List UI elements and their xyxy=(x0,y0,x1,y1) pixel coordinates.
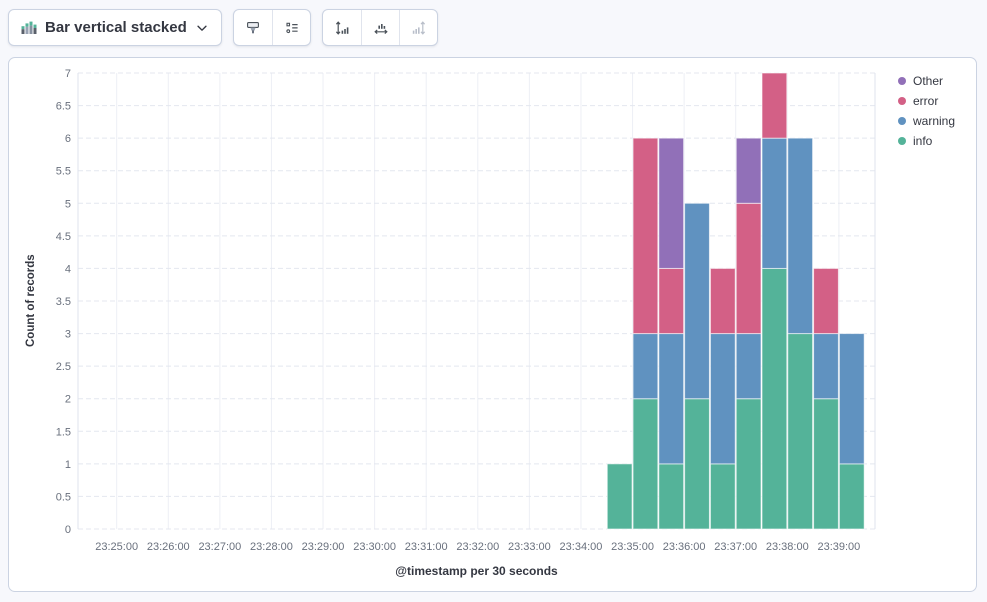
x-tick-label: 23:29:00 xyxy=(302,541,345,553)
y-tick-label: 4.5 xyxy=(56,231,71,243)
chart-panel: 23:25:00 23:26:00 23:27:00 23:28:00 23:29:00… xyxy=(8,57,977,592)
bar-segment-warning[interactable] xyxy=(838,333,865,465)
y-axis-title: Count of records xyxy=(25,254,37,348)
bar-segment-warning[interactable] xyxy=(787,137,814,335)
x-tick-label: 23:31:00 xyxy=(405,541,448,553)
y-tick-label: 5.5 xyxy=(56,166,71,178)
x-tick-label: 23:39:00 xyxy=(817,541,860,553)
bar-segment-warning[interactable] xyxy=(709,333,736,465)
y-tick-label: 0 xyxy=(65,524,71,536)
visual-options-button[interactable] xyxy=(234,10,272,45)
bar-segment-info[interactable] xyxy=(838,463,865,530)
x-tick-label: 23:36:00 xyxy=(663,541,706,553)
y-tick-label: 7 xyxy=(65,68,71,80)
axis-button-group xyxy=(322,9,438,46)
bar-segment-error[interactable] xyxy=(761,72,788,139)
legend-item-info[interactable]: info xyxy=(898,134,955,148)
left-axis-icon xyxy=(335,20,349,35)
legend-list-icon xyxy=(285,22,298,33)
legend-dot xyxy=(898,117,906,125)
legend-label: info xyxy=(913,134,933,148)
x-tick-label: 23:33:00 xyxy=(508,541,551,553)
right-axis-button[interactable] xyxy=(399,10,437,45)
chart-toolbar: Bar vertical stacked xyxy=(8,9,438,46)
chevron-down-icon xyxy=(197,25,207,31)
legend: Other error warning info xyxy=(898,74,955,148)
x-tick-label: 23:28:00 xyxy=(250,541,293,553)
x-tick-label: 23:25:00 xyxy=(95,541,138,553)
bar-vertical-stacked-icon xyxy=(21,21,37,34)
x-tick-label: 23:34:00 xyxy=(560,541,603,553)
bar-segment-info[interactable] xyxy=(709,463,736,530)
bottom-axis-button[interactable] xyxy=(361,10,399,45)
y-tick-label: 2 xyxy=(65,394,71,406)
bar-segment-error[interactable] xyxy=(735,202,762,335)
x-tick-label: 23:37:00 xyxy=(714,541,757,553)
bar-segment-Other[interactable] xyxy=(658,137,685,269)
right-axis-icon xyxy=(412,20,425,35)
legend-dot xyxy=(898,137,906,145)
y-tick-label: 3.5 xyxy=(56,296,71,308)
bar-segment-info[interactable] xyxy=(813,398,839,530)
y-tick-label: 6 xyxy=(65,133,71,145)
chart-type-dropdown[interactable]: Bar vertical stacked xyxy=(8,9,222,46)
bar-segment-warning[interactable] xyxy=(735,333,762,400)
left-axis-button[interactable] xyxy=(323,10,361,45)
style-button-group xyxy=(233,9,311,46)
x-axis-title: @timestamp per 30 seconds xyxy=(395,564,558,578)
bar-segment-info[interactable] xyxy=(632,398,659,530)
bar-segment-error[interactable] xyxy=(813,267,839,335)
x-tick-label: 23:35:00 xyxy=(611,541,654,553)
bar-segment-error[interactable] xyxy=(632,137,659,335)
y-tick-label: 1.5 xyxy=(56,426,71,438)
paint-roller-icon xyxy=(247,21,259,33)
bar-segment-error[interactable] xyxy=(658,267,685,335)
x-tick-label: 23:30:00 xyxy=(353,541,396,553)
bar-segment-warning[interactable] xyxy=(684,202,710,400)
legend-label: Other xyxy=(913,74,944,88)
bar-segment-error[interactable] xyxy=(709,267,736,335)
legend-item-error[interactable]: error xyxy=(898,94,955,108)
y-tick-label: 6.5 xyxy=(56,101,71,113)
bar-segment-info[interactable] xyxy=(606,463,633,530)
legend-dot xyxy=(898,77,906,85)
legend-item-warning[interactable]: warning xyxy=(898,114,955,128)
legend-label: warning xyxy=(913,114,956,128)
legend-dot xyxy=(898,97,906,105)
bar-segment-info[interactable] xyxy=(684,398,710,530)
legend-item-Other[interactable]: Other xyxy=(898,74,955,88)
x-tick-label: 23:26:00 xyxy=(147,541,190,553)
x-tick-label: 23:32:00 xyxy=(456,541,499,553)
bar-segment-info[interactable] xyxy=(787,333,814,530)
bar-segment-warning[interactable] xyxy=(813,333,839,400)
y-tick-label: 1 xyxy=(65,459,71,471)
bar-segment-info[interactable] xyxy=(658,463,685,530)
y-tick-label: 5 xyxy=(65,198,71,210)
bar-segment-warning[interactable] xyxy=(658,333,685,465)
bar-segment-Other[interactable] xyxy=(735,137,762,204)
x-tick-label: 23:38:00 xyxy=(766,541,809,553)
legend-label: error xyxy=(913,94,939,108)
bar-segment-info[interactable] xyxy=(735,398,762,530)
legend-settings-button[interactable] xyxy=(272,10,310,45)
x-tick-label: 23:27:00 xyxy=(198,541,241,553)
y-tick-label: 0.5 xyxy=(56,491,71,503)
bar-segment-warning[interactable] xyxy=(761,137,788,269)
y-tick-label: 3 xyxy=(65,329,71,341)
bar-segment-info[interactable] xyxy=(761,267,788,530)
chart-type-label: Bar vertical stacked xyxy=(45,19,187,36)
bottom-axis-icon xyxy=(373,23,388,34)
bar-segment-warning[interactable] xyxy=(632,333,659,400)
y-tick-label: 2.5 xyxy=(56,361,71,373)
stacked-bar-chart: 23:25:00 23:26:00 23:27:00 23:28:00 23:29:00… xyxy=(56,68,876,553)
y-tick-label: 4 xyxy=(65,263,71,275)
